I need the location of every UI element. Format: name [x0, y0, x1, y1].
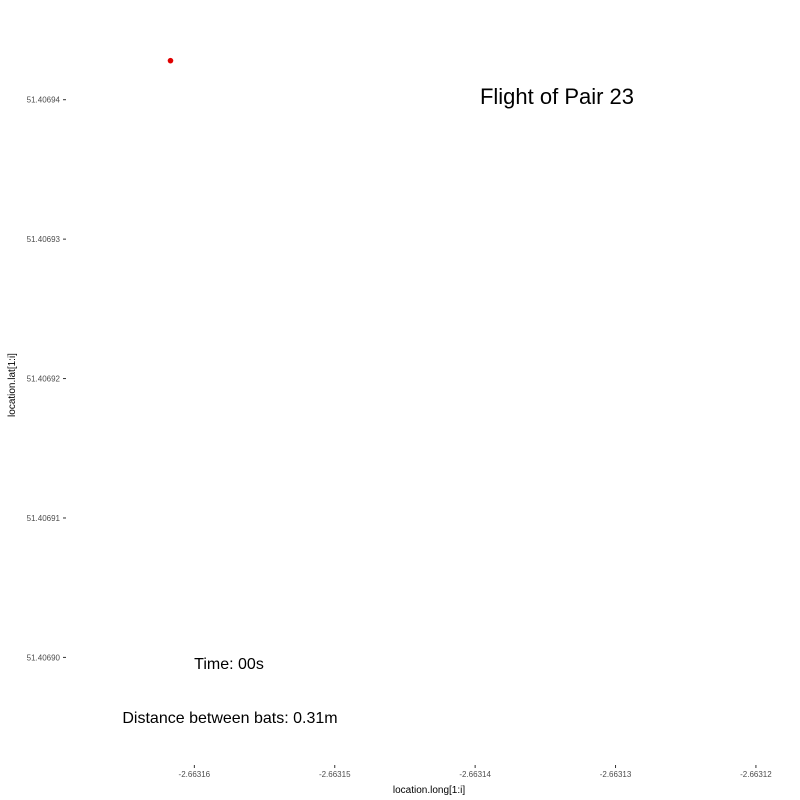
y-axis-title: location.lat[1:i]: [7, 353, 18, 417]
y-tick-label: 51.40692: [27, 375, 61, 384]
y-tick-label: 51.40693: [27, 235, 61, 244]
plot-annotation-title: Flight of Pair 23: [480, 84, 634, 109]
y-tick-label: 51.40694: [27, 96, 61, 105]
x-tick-label: -2.66312: [740, 770, 772, 779]
y-tick-label: 51.40690: [27, 653, 61, 662]
x-tick-label: -2.66314: [459, 770, 491, 779]
x-tick-label: -2.66316: [179, 770, 211, 779]
points-layer: [167, 57, 174, 64]
x-axis-ticks: -2.66316 -2.66315 -2.66314 -2.66313 -2.66312: [179, 765, 772, 779]
time-annotation: Time: 00s: [194, 656, 264, 673]
y-axis-ticks: 51.40690 51.40691 51.40692 51.40693 51.40694: [27, 96, 66, 662]
x-tick-label: -2.66313: [600, 770, 632, 779]
distance-annotation: Distance between bats: 0.31m: [122, 710, 337, 727]
x-tick-label: -2.66315: [319, 770, 351, 779]
y-tick-label: 51.40691: [27, 514, 61, 523]
bat-position-point: [167, 57, 174, 64]
x-axis-title: location.long[1:i]: [393, 785, 465, 796]
